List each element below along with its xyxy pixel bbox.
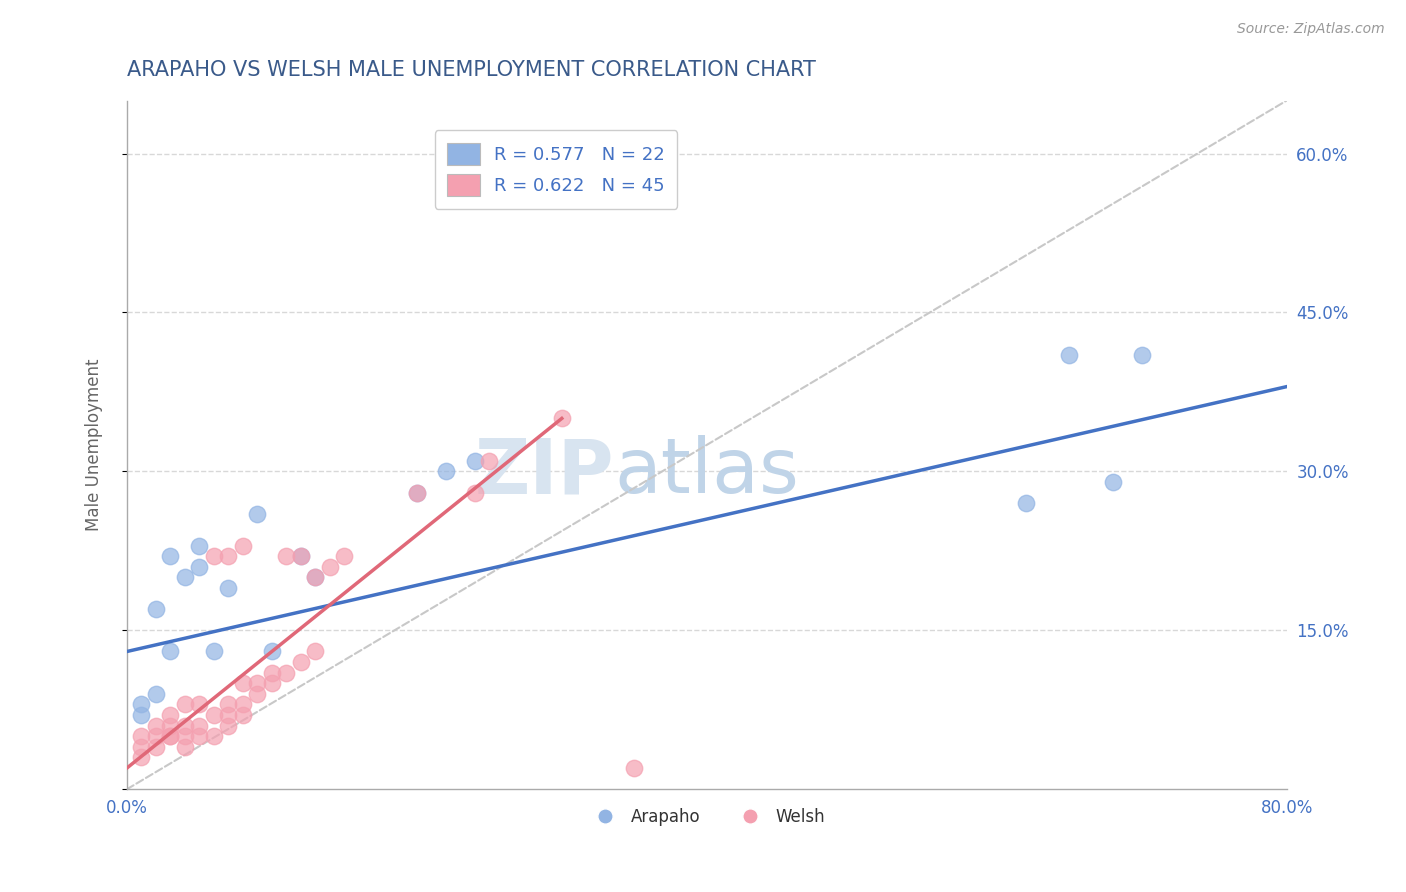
- Point: [159, 719, 181, 733]
- Point: [276, 549, 298, 563]
- Point: [246, 687, 269, 701]
- Point: [188, 729, 211, 743]
- Point: [131, 739, 153, 754]
- Point: [260, 644, 283, 658]
- Point: [217, 708, 239, 723]
- Point: [174, 739, 197, 754]
- Point: [260, 676, 283, 690]
- Point: [131, 729, 153, 743]
- Point: [174, 570, 197, 584]
- Legend: Arapaho, Welsh: Arapaho, Welsh: [582, 801, 831, 832]
- Point: [623, 761, 645, 775]
- Point: [276, 665, 298, 680]
- Point: [232, 708, 254, 723]
- Point: [464, 454, 486, 468]
- Point: [131, 750, 153, 764]
- Point: [145, 719, 167, 733]
- Point: [434, 464, 457, 478]
- Point: [159, 644, 181, 658]
- Point: [464, 485, 486, 500]
- Point: [145, 739, 167, 754]
- Point: [202, 729, 225, 743]
- Point: [405, 485, 427, 500]
- Point: [260, 665, 283, 680]
- Point: [304, 570, 326, 584]
- Text: atlas: atlas: [614, 435, 799, 509]
- Point: [202, 549, 225, 563]
- Point: [217, 698, 239, 712]
- Text: ZIP: ZIP: [474, 435, 614, 509]
- Point: [1014, 496, 1036, 510]
- Point: [290, 549, 312, 563]
- Point: [217, 719, 239, 733]
- Point: [246, 507, 269, 521]
- Point: [188, 698, 211, 712]
- Point: [232, 676, 254, 690]
- Point: [145, 687, 167, 701]
- Text: ARAPAHO VS WELSH MALE UNEMPLOYMENT CORRELATION CHART: ARAPAHO VS WELSH MALE UNEMPLOYMENT CORRE…: [127, 60, 815, 79]
- Point: [304, 570, 326, 584]
- Point: [405, 485, 427, 500]
- Point: [159, 549, 181, 563]
- Point: [1057, 348, 1080, 362]
- Point: [217, 549, 239, 563]
- Point: [304, 644, 326, 658]
- Point: [159, 729, 181, 743]
- Point: [159, 708, 181, 723]
- Point: [319, 559, 342, 574]
- Point: [232, 539, 254, 553]
- Point: [188, 539, 211, 553]
- Point: [174, 698, 197, 712]
- Point: [202, 708, 225, 723]
- Point: [217, 581, 239, 595]
- Point: [1101, 475, 1123, 489]
- Point: [246, 676, 269, 690]
- Point: [202, 644, 225, 658]
- Point: [174, 719, 197, 733]
- Point: [131, 708, 153, 723]
- Point: [188, 559, 211, 574]
- Point: [188, 719, 211, 733]
- Point: [174, 729, 197, 743]
- Point: [145, 602, 167, 616]
- Y-axis label: Male Unemployment: Male Unemployment: [86, 359, 103, 531]
- Point: [1130, 348, 1153, 362]
- Text: Source: ZipAtlas.com: Source: ZipAtlas.com: [1237, 22, 1385, 37]
- Point: [290, 549, 312, 563]
- Point: [145, 729, 167, 743]
- Point: [290, 655, 312, 669]
- Point: [159, 729, 181, 743]
- Point: [478, 454, 501, 468]
- Point: [333, 549, 356, 563]
- Point: [551, 411, 574, 425]
- Point: [232, 698, 254, 712]
- Point: [131, 698, 153, 712]
